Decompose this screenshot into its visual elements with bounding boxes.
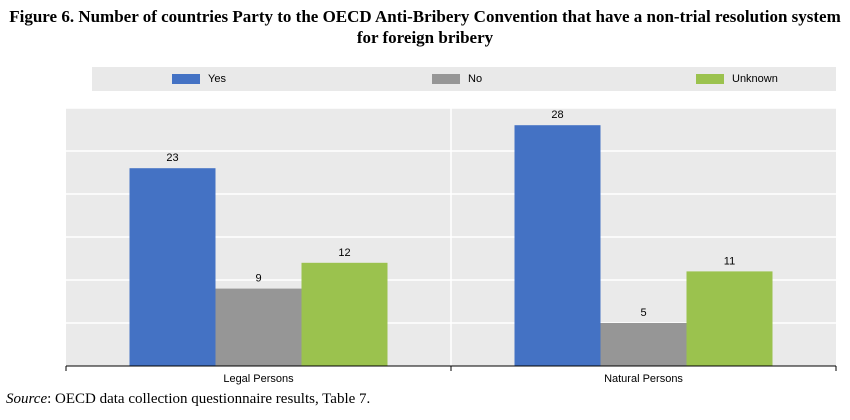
- x-tick-label: Legal Persons: [223, 373, 294, 385]
- chart-title: Figure 6. Number of countries Party to t…: [9, 7, 841, 47]
- source-note: Source: OECD data collection questionnai…: [6, 391, 370, 408]
- legend-item-yes: Yes: [172, 67, 226, 91]
- source-label: Source: [6, 391, 48, 407]
- legend-swatch-no: [432, 74, 460, 84]
- legend-item-no: No: [432, 67, 482, 91]
- source-text: : OECD data collection questionnaire res…: [47, 391, 371, 407]
- legend-swatch-unknown: [696, 74, 724, 84]
- bar-unknown-natural-persons: [686, 271, 773, 366]
- bar-yes-legal-persons: [129, 168, 216, 366]
- x-tick-label: Natural Persons: [604, 373, 683, 385]
- bar-no-natural-persons: [600, 323, 687, 366]
- data-label: 9: [255, 273, 261, 285]
- data-label: 23: [166, 152, 178, 164]
- legend-item-unknown: Unknown: [696, 67, 778, 91]
- bar-unknown-legal-persons: [301, 262, 388, 366]
- legend-label-unknown: Unknown: [732, 73, 778, 85]
- bar-yes-natural-persons: [514, 125, 601, 366]
- data-label: 5: [640, 307, 646, 319]
- data-label: 11: [724, 255, 735, 267]
- plot-area: [66, 108, 836, 366]
- bar-no-legal-persons: [215, 288, 302, 366]
- data-label: 28: [551, 109, 563, 121]
- legend-swatch-yes: [172, 74, 200, 84]
- legend-label-yes: Yes: [208, 73, 226, 85]
- data-label: 12: [338, 247, 350, 259]
- legend: Yes No Unknown: [92, 67, 836, 91]
- legend-label-no: No: [468, 73, 483, 85]
